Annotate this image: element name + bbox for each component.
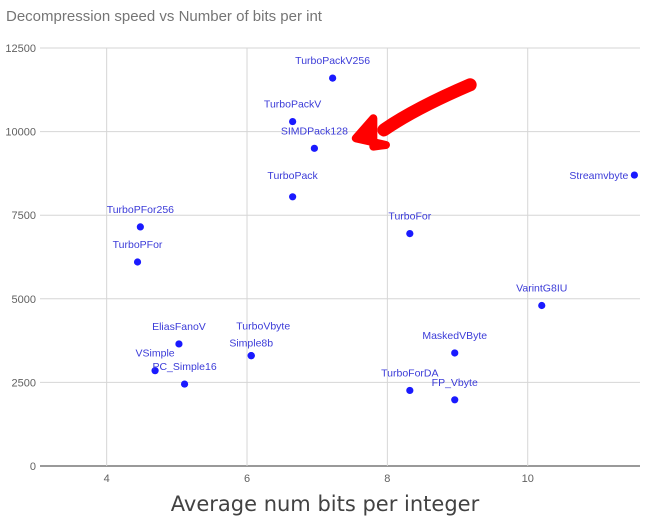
data-label: Simple8b [229,338,273,350]
data-label: TurboForDA [381,367,438,379]
data-point [451,349,459,357]
y-tick-label: 7500 [12,210,36,222]
data-point [406,229,414,238]
data-label: VSimple [136,348,175,360]
data-point [329,74,337,82]
x-tick-label: 4 [104,473,110,485]
label-layer: TurboPackV256 TurboPackV SIMDPack128 TurboP… [107,55,629,389]
data-label: TurboVbyte [236,321,290,333]
arrow-head [351,114,390,151]
y-tick-label: 2500 [12,377,36,389]
data-point [133,258,142,266]
data-label: TurboPackV [264,99,321,111]
arrow-shaft [377,78,477,137]
y-tick-label: 0 [30,461,36,473]
data-point [247,352,255,360]
data-point [289,117,297,126]
data-point [451,396,459,404]
tick-layer: 0 2500 5000 7500 10000 12500 4 6 8 10 [5,43,533,485]
y-tick-label: 5000 [12,294,36,306]
data-label: TurboPackV256 [295,55,370,67]
data-label: Streamvbyte [569,170,628,182]
data-label: FP_Vbyte [432,377,478,389]
data-label: TurboPFor [113,239,163,251]
data-label: PC_Simple16 [152,361,216,373]
y-tick-label: 12500 [5,43,36,55]
data-point [538,301,546,310]
data-point [630,171,638,179]
data-label: EliasFanoV [152,321,206,333]
data-label: TurboFor [388,211,431,223]
data-point [175,340,183,348]
data-label: VarintG8IU [516,282,567,294]
y-tick-label: 10000 [5,127,36,139]
data-point [151,367,159,375]
data-label: MaskedVByte [422,330,487,342]
chart-title: Decompression speed vs Number of bits pe… [6,8,322,25]
data-point [406,386,414,395]
x-axis-label: Average num bits per integer [170,492,480,516]
x-tick-label: 6 [244,473,250,485]
red-arrow-annotation [351,78,477,151]
x-tick-label: 8 [384,473,390,485]
point-layer [133,74,638,404]
data-label: TurboPFor256 [107,204,174,216]
data-point [289,193,297,201]
data-point [180,380,189,388]
data-point [136,223,144,231]
data-point [310,144,318,152]
x-tick-label: 10 [522,473,534,485]
data-label: TurboPack [267,170,318,182]
data-label: SIMDPack128 [281,125,348,137]
grid-layer [40,47,640,467]
